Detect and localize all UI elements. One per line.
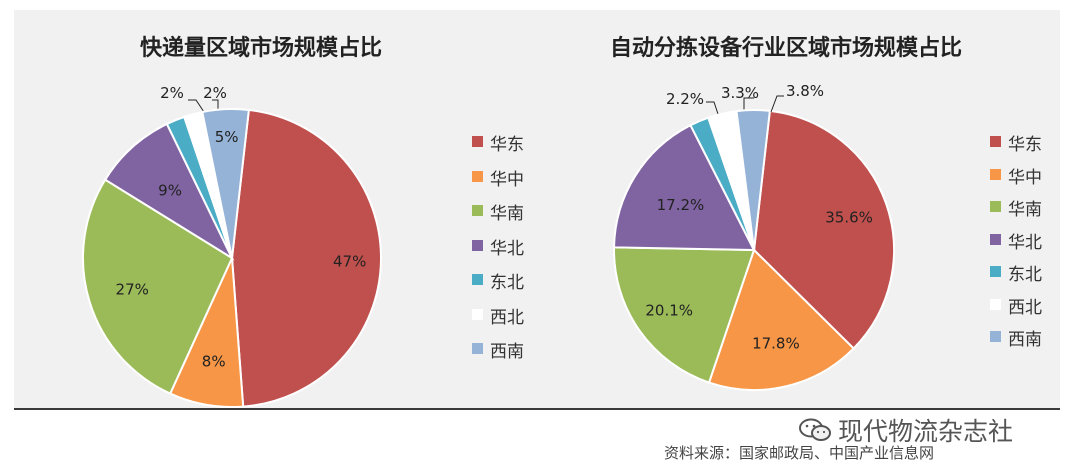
legend-swatch (990, 201, 1001, 212)
pie2-slice-2 (613, 246, 756, 384)
legend-label: 华中 (490, 169, 524, 190)
pie2-label-1: 17.8% (752, 335, 800, 353)
wechat-icon (799, 418, 831, 441)
chart-title-1: 快递量区域市场规模占比 (140, 36, 383, 61)
pie2-slice-0 (752, 109, 895, 350)
legend-label: 华中 (1008, 167, 1042, 188)
pie2-label-0: 35.6% (825, 208, 873, 226)
legend-label: 华南 (490, 204, 524, 224)
legend-label: 西南 (490, 342, 524, 362)
pie1-label-0: 47% (333, 252, 366, 270)
watermark: 现代物流杂志社 (798, 412, 1013, 448)
legend-label: 西北 (1008, 297, 1042, 318)
legend-swatch (990, 298, 1001, 310)
pie2-leader-4 (706, 101, 719, 115)
pie2-slice-3 (613, 123, 756, 252)
pie2-slice-6 (735, 109, 771, 251)
legend-swatch (472, 205, 483, 216)
legend-swatch (472, 343, 483, 354)
pie1-label-1: 8% (202, 353, 226, 371)
divider-line (14, 408, 1060, 410)
chart-title-2: 自动分拣设备行业区域市场规模占比 (610, 36, 963, 61)
legend-swatch (472, 136, 483, 147)
pie1-leader-5 (212, 99, 219, 112)
legend-swatch (990, 266, 1001, 277)
legend-label: 华南 (1008, 200, 1042, 220)
pie1-slice-6 (201, 108, 250, 259)
source-note: 资料来源：国家邮政局、中国产业信息网 (664, 444, 935, 462)
legend-label: 华东 (490, 135, 524, 155)
pie2-label-2: 20.1% (645, 302, 693, 320)
legend-swatch (990, 233, 1001, 245)
legend-label: 西北 (490, 307, 524, 328)
pie2-label-4: 2.2% (666, 90, 704, 108)
pie1-slice-2 (82, 178, 234, 395)
legend-swatch (472, 239, 483, 251)
legend-label: 东北 (1008, 265, 1042, 285)
pie1-label-5: 2% (203, 84, 227, 102)
watermark-text: 现代物流杂志社 (838, 417, 1014, 446)
pie1-slice-3 (103, 122, 235, 261)
pie2-label-3: 17.2% (657, 196, 705, 214)
pie2-label-6: 3.8% (786, 82, 824, 100)
pie1-label-3: 9% (158, 181, 182, 199)
pie2-leader-5 (743, 97, 754, 112)
pie2-slice-1 (707, 248, 855, 391)
legend-label: 西南 (1008, 330, 1042, 350)
pie2-leader-6 (770, 95, 784, 113)
pie1-label-6: 5% (215, 128, 239, 146)
legend-swatch (472, 308, 483, 320)
legend-swatch (990, 331, 1001, 342)
legend-swatch (472, 170, 483, 182)
legend-label: 华北 (490, 238, 524, 259)
legend-swatch (990, 136, 1001, 147)
legend-swatch (472, 274, 483, 285)
pie1-leader-4 (188, 99, 205, 113)
legend-label: 华北 (1008, 232, 1042, 253)
pie1-label-4: 2% (160, 84, 184, 102)
pie1-label-2: 27% (116, 280, 149, 298)
legend-label: 华东 (1008, 135, 1042, 155)
pie2-label-5: 3.3% (721, 84, 759, 102)
pie1-slice-0 (230, 108, 382, 408)
legend-swatch (990, 168, 1001, 180)
legend-label: 东北 (490, 273, 524, 293)
